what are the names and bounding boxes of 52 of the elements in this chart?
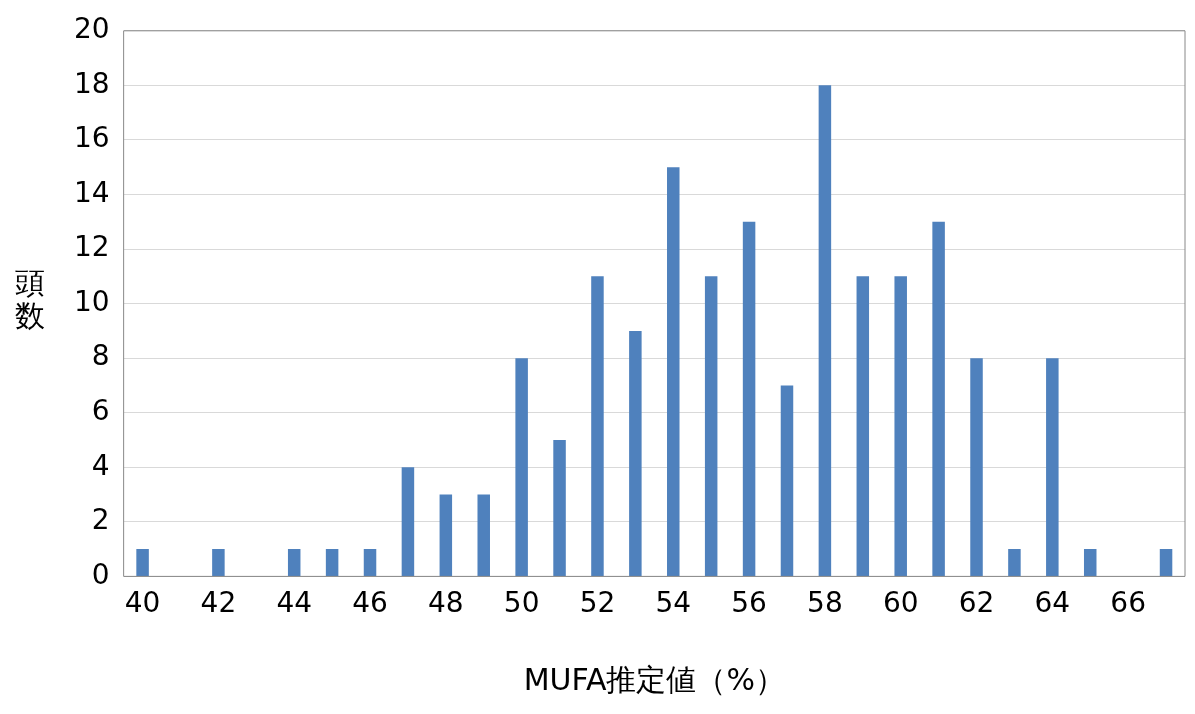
bar: [932, 221, 945, 576]
x-axis-title: MUFA推定値（%）: [523, 661, 785, 697]
bar: [1008, 549, 1021, 576]
x-tick-label: 44: [276, 586, 313, 620]
x-tick-label: 46: [352, 586, 388, 620]
x-tick-label: 62: [958, 586, 995, 620]
y-tick-label: 8: [91, 339, 110, 373]
y-tick-label: 14: [73, 175, 110, 209]
bar: [439, 494, 453, 576]
bar: [363, 549, 377, 576]
bar: [780, 385, 794, 576]
x-tick-label: 64: [1034, 586, 1071, 620]
bar: [553, 440, 566, 576]
y-tick-label: 6: [91, 394, 110, 427]
bar: [1083, 549, 1097, 576]
bar: [287, 549, 301, 576]
x-tick-label: 66: [1110, 586, 1146, 620]
x-tick-label: 54: [655, 586, 692, 620]
x-tick-label: 48: [428, 586, 464, 620]
bar: [1159, 549, 1173, 576]
bar: [856, 276, 870, 576]
x-tick-label: 58: [807, 586, 843, 620]
x-tick-label: 56: [731, 586, 767, 620]
bar: [704, 276, 718, 576]
y-tick-label: 2: [91, 503, 110, 537]
y-tick-label: 0: [91, 557, 110, 591]
bar: [667, 167, 680, 576]
y-tick-label: 20: [73, 12, 110, 46]
bar: [591, 276, 604, 576]
bar: [212, 549, 225, 576]
bar: [136, 549, 149, 576]
x-tick-label: 60: [882, 586, 919, 620]
bar: [742, 221, 756, 576]
bar: [325, 549, 339, 576]
bar: [970, 358, 983, 576]
bar: [894, 276, 907, 576]
bar: [1046, 358, 1059, 576]
y-tick-label: 18: [73, 66, 110, 100]
x-tick-label: 42: [200, 586, 237, 620]
bar: [629, 330, 642, 576]
y-tick-label: 16: [73, 121, 110, 155]
x-tick-label: 50: [503, 586, 540, 620]
bar: [515, 358, 528, 576]
y-tick-label: 10: [73, 284, 110, 318]
y-tick-label: 4: [91, 448, 110, 482]
x-tick-label: 52: [579, 586, 616, 620]
bar: [818, 85, 832, 576]
x-tick-label: 40: [124, 586, 161, 620]
bar: [477, 494, 490, 576]
y-axis-title: 頭数: [14, 265, 46, 333]
bar: [401, 467, 415, 576]
y-tick-label: 12: [73, 230, 110, 264]
